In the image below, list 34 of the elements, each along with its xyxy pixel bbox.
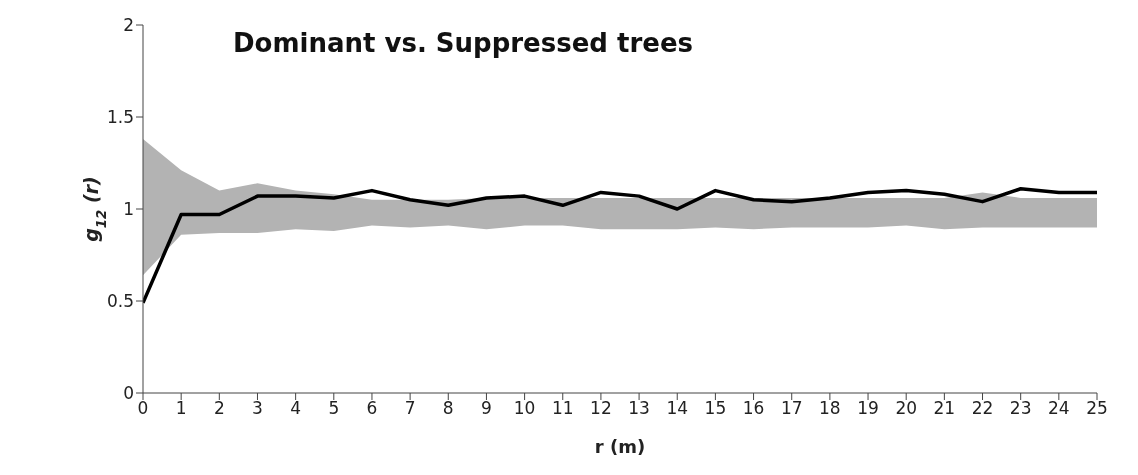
x-tick-label: 8: [442, 398, 454, 419]
y-tick-label: 1: [123, 199, 134, 220]
x-tick-label: 18: [819, 398, 841, 419]
x-tick-label: 5: [328, 398, 340, 419]
x-tick-label: 14: [666, 398, 689, 419]
x-tick-label: 15: [704, 398, 727, 419]
x-tick-label: 20: [895, 398, 918, 419]
x-tick-label: 6: [366, 398, 378, 419]
x-tick-label: 9: [481, 398, 492, 419]
y-tick-label: 0: [123, 383, 134, 404]
x-tick-label: 16: [742, 398, 765, 419]
y-tick-label: 1.5: [106, 107, 134, 128]
x-tick-label: 12: [590, 398, 612, 419]
x-tick-label: 19: [857, 398, 879, 419]
x-tick-label: 23: [1009, 398, 1032, 419]
chart-title: Dominant vs. Suppressed trees: [232, 28, 694, 58]
x-tick-label: 3: [252, 398, 263, 419]
y-tick-label: 2: [123, 15, 134, 36]
x-tick-label: 21: [933, 398, 956, 419]
x-tick-label: 11: [551, 398, 574, 419]
x-tick-label: 7: [404, 398, 416, 419]
x-tick-label: 1: [175, 398, 187, 419]
x-tick-label: 4: [290, 398, 302, 419]
x-tick-label: 2: [213, 398, 225, 419]
x-axis-title: r (m): [594, 436, 646, 457]
x-tick-label: 24: [1048, 398, 1070, 419]
x-tick-label: 25: [1086, 398, 1108, 419]
x-tick-label: 0: [137, 398, 149, 419]
x-tick-label: 22: [971, 398, 994, 419]
y-tick-label: 0.5: [106, 291, 134, 312]
x-tick-label: 13: [628, 398, 650, 419]
x-tick-label: 17: [780, 398, 803, 419]
line-series: [143, 187, 1097, 305]
x-tick-label: 10: [513, 398, 536, 419]
